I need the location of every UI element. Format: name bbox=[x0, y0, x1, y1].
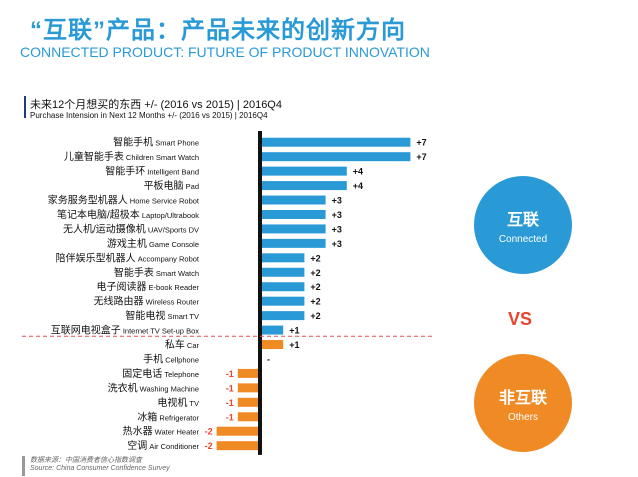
source-text-en: Source: China Consumer Confidence Survey bbox=[30, 465, 170, 472]
bar bbox=[262, 340, 284, 350]
bar bbox=[262, 267, 305, 277]
category-label: 互联网电视盒子 Internet TV Set-up Box bbox=[51, 324, 199, 337]
source-text-cn: 数据来源：中国消费者信心指数调查 bbox=[30, 457, 142, 464]
value-label: +1 bbox=[289, 340, 299, 350]
value-label: +2 bbox=[310, 282, 320, 292]
value-label: -1 bbox=[226, 383, 234, 393]
category-label: 洗衣机 Washing Machine bbox=[108, 381, 199, 394]
value-label: +1 bbox=[289, 326, 299, 336]
category-label: 冰箱 Refrigerator bbox=[137, 410, 199, 423]
value-label: +3 bbox=[332, 239, 342, 249]
value-label: +2 bbox=[310, 268, 320, 278]
connected-badge: 互联 Connected bbox=[474, 176, 572, 274]
category-label: 陪伴娱乐型机器人 Accompany Robot bbox=[56, 251, 200, 264]
bar bbox=[237, 368, 259, 378]
chart-title-accent bbox=[24, 96, 26, 118]
category-label: 固定电话 Telephone bbox=[122, 367, 199, 380]
value-label: +2 bbox=[310, 297, 320, 307]
value-label: +4 bbox=[353, 181, 363, 191]
bar bbox=[237, 397, 259, 407]
value-label: -1 bbox=[226, 398, 234, 408]
source-accent bbox=[22, 456, 25, 476]
category-label: 热水器 Water Heater bbox=[123, 425, 200, 438]
category-label: 无人机/运动摄像机 UAV/Sports DV bbox=[63, 222, 199, 235]
page-title: “互联”产品：产品未来的创新方向 bbox=[30, 17, 406, 44]
value-label: +2 bbox=[310, 311, 320, 321]
connected-badge-label: 互联 bbox=[506, 212, 539, 229]
value-label: -1 bbox=[226, 369, 234, 379]
category-label: 智能电视 Smart TV bbox=[125, 309, 199, 322]
category-label: 智能手机 Smart Phone bbox=[113, 136, 199, 149]
bar bbox=[262, 253, 305, 263]
chart-title: 未来12个月想买的东西 +/- (2016 vs 2015) | 2016Q4 bbox=[30, 99, 282, 111]
bar bbox=[216, 441, 259, 451]
bar bbox=[237, 383, 259, 393]
value-label: +3 bbox=[332, 210, 342, 220]
bar bbox=[262, 152, 411, 162]
bar bbox=[262, 195, 326, 205]
category-label: 儿童智能手表 Children Smart Watch bbox=[64, 150, 199, 163]
value-label: +3 bbox=[332, 196, 342, 206]
category-label: 平板电脑 Pad bbox=[144, 179, 199, 192]
bar bbox=[237, 412, 259, 422]
bar bbox=[262, 137, 411, 147]
value-label: - bbox=[267, 354, 270, 364]
category-label: 智能手表 Smart Watch bbox=[114, 266, 199, 279]
vs-label: VS bbox=[508, 309, 533, 329]
category-label: 电子阅读器 E-book Reader bbox=[96, 280, 199, 293]
bar bbox=[262, 181, 347, 191]
category-label: 游戏主机 Game Console bbox=[107, 237, 199, 250]
bar bbox=[262, 224, 326, 234]
connected-badge-sublabel: Connected bbox=[498, 234, 548, 245]
category-label: 手机 Cellphone bbox=[143, 352, 199, 365]
category-label: 智能手环 Intelligent Band bbox=[105, 165, 199, 178]
value-label: +3 bbox=[332, 224, 342, 234]
value-label: +7 bbox=[416, 152, 426, 162]
category-label: 电视机 TV bbox=[157, 396, 199, 409]
category-label: 空调 Air Conditioner bbox=[127, 439, 199, 452]
value-label: -2 bbox=[205, 441, 213, 451]
zero-axis bbox=[258, 131, 262, 455]
bar bbox=[262, 296, 305, 306]
value-label: -2 bbox=[205, 427, 213, 437]
others-badge: 非互联 Others bbox=[474, 354, 572, 452]
value-label: -1 bbox=[226, 412, 234, 422]
bar bbox=[262, 311, 305, 321]
page-subtitle: CONNECTED PRODUCT: FUTURE OF PRODUCT INN… bbox=[20, 44, 430, 60]
category-label: 私车 Car bbox=[165, 338, 200, 351]
bar bbox=[262, 209, 326, 219]
category-label: 家务服务型机器人 Home Service Robot bbox=[48, 194, 200, 207]
category-label: 笔记本电脑/超极本 Laptop/Ultrabook bbox=[57, 208, 199, 221]
others-badge-label: 非互联 bbox=[498, 390, 547, 407]
value-label: +2 bbox=[310, 253, 320, 263]
bar bbox=[216, 426, 259, 436]
bar bbox=[262, 238, 326, 248]
value-label: +4 bbox=[353, 167, 363, 177]
bar bbox=[262, 166, 347, 176]
others-badge-sublabel: Others bbox=[507, 412, 538, 423]
value-label: +7 bbox=[416, 138, 426, 148]
bar bbox=[262, 325, 284, 335]
bar bbox=[262, 282, 305, 292]
category-label: 无线路由器 Wireless Router bbox=[94, 295, 200, 308]
chart-subtitle: Purchase Intension in Next 12 Months +/-… bbox=[30, 111, 268, 120]
